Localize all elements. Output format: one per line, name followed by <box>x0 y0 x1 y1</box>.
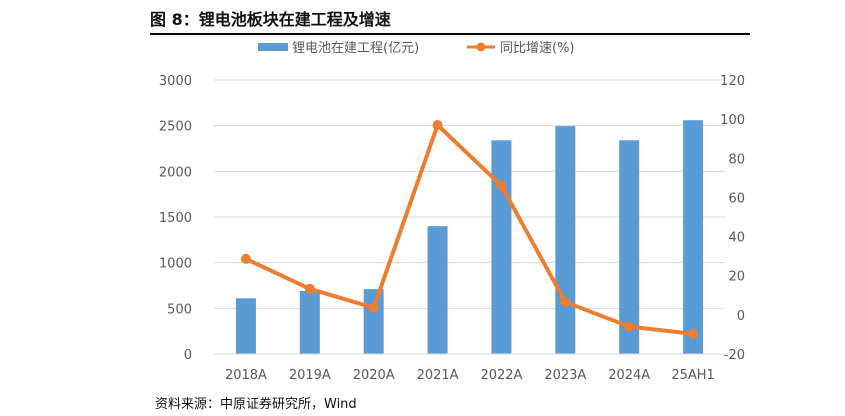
line-point <box>624 321 635 332</box>
figure-title: 图 8：锂电池板块在建工程及增速 <box>150 10 391 29</box>
legend-bar-label: 锂电池在建工程(亿元) <box>292 41 419 56</box>
line-point <box>240 253 251 264</box>
right-tick-label: 120 <box>720 74 745 89</box>
x-tick-label: 2020A <box>353 368 395 383</box>
right-tick-label: 60 <box>728 191 745 206</box>
x-tick-label: 2024A <box>608 368 650 383</box>
bar <box>235 298 256 354</box>
line-point <box>368 302 379 313</box>
left-tick-label: 3000 <box>159 74 192 89</box>
bar <box>299 290 320 354</box>
bar <box>491 140 512 354</box>
bar <box>363 289 384 354</box>
legend-line-marker <box>476 42 486 52</box>
legend-bar-swatch <box>258 43 288 51</box>
x-tick-label: 2023A <box>544 368 586 383</box>
right-tick-label: 0 <box>737 309 745 324</box>
line-point <box>496 180 507 191</box>
left-tick-label: 1500 <box>159 211 192 226</box>
right-tick-label: 20 <box>728 270 745 285</box>
title-rule <box>150 33 750 35</box>
line-series <box>245 121 694 336</box>
x-tick-label: 25AH1 <box>671 368 714 383</box>
line-point <box>560 296 571 307</box>
x-tick-label: 2019A <box>289 368 331 383</box>
source-note: 资料来源：中原证券研究所，Wind <box>155 397 357 412</box>
bar <box>683 120 704 354</box>
bar <box>619 140 640 354</box>
line-point <box>304 283 315 294</box>
right-tick-label: 80 <box>728 152 745 167</box>
right-tick-label: -20 <box>724 348 745 363</box>
right-tick-label: 40 <box>728 231 745 246</box>
left-tick-label: 2000 <box>159 165 192 180</box>
left-tick-label: 2500 <box>159 120 192 135</box>
left-tick-label: 0 <box>184 348 192 363</box>
left-tick-label: 1000 <box>159 257 192 272</box>
x-tick-label: 2018A <box>225 368 267 383</box>
bar <box>427 226 448 354</box>
legend-line-label: 同比增速(%) <box>500 41 575 56</box>
right-tick-label: 100 <box>720 113 745 128</box>
line-point <box>688 328 699 339</box>
left-tick-label: 500 <box>167 302 192 317</box>
x-tick-label: 2022A <box>480 368 522 383</box>
bar <box>555 126 576 354</box>
x-tick-label: 2021A <box>417 368 459 383</box>
line-point <box>432 120 443 131</box>
